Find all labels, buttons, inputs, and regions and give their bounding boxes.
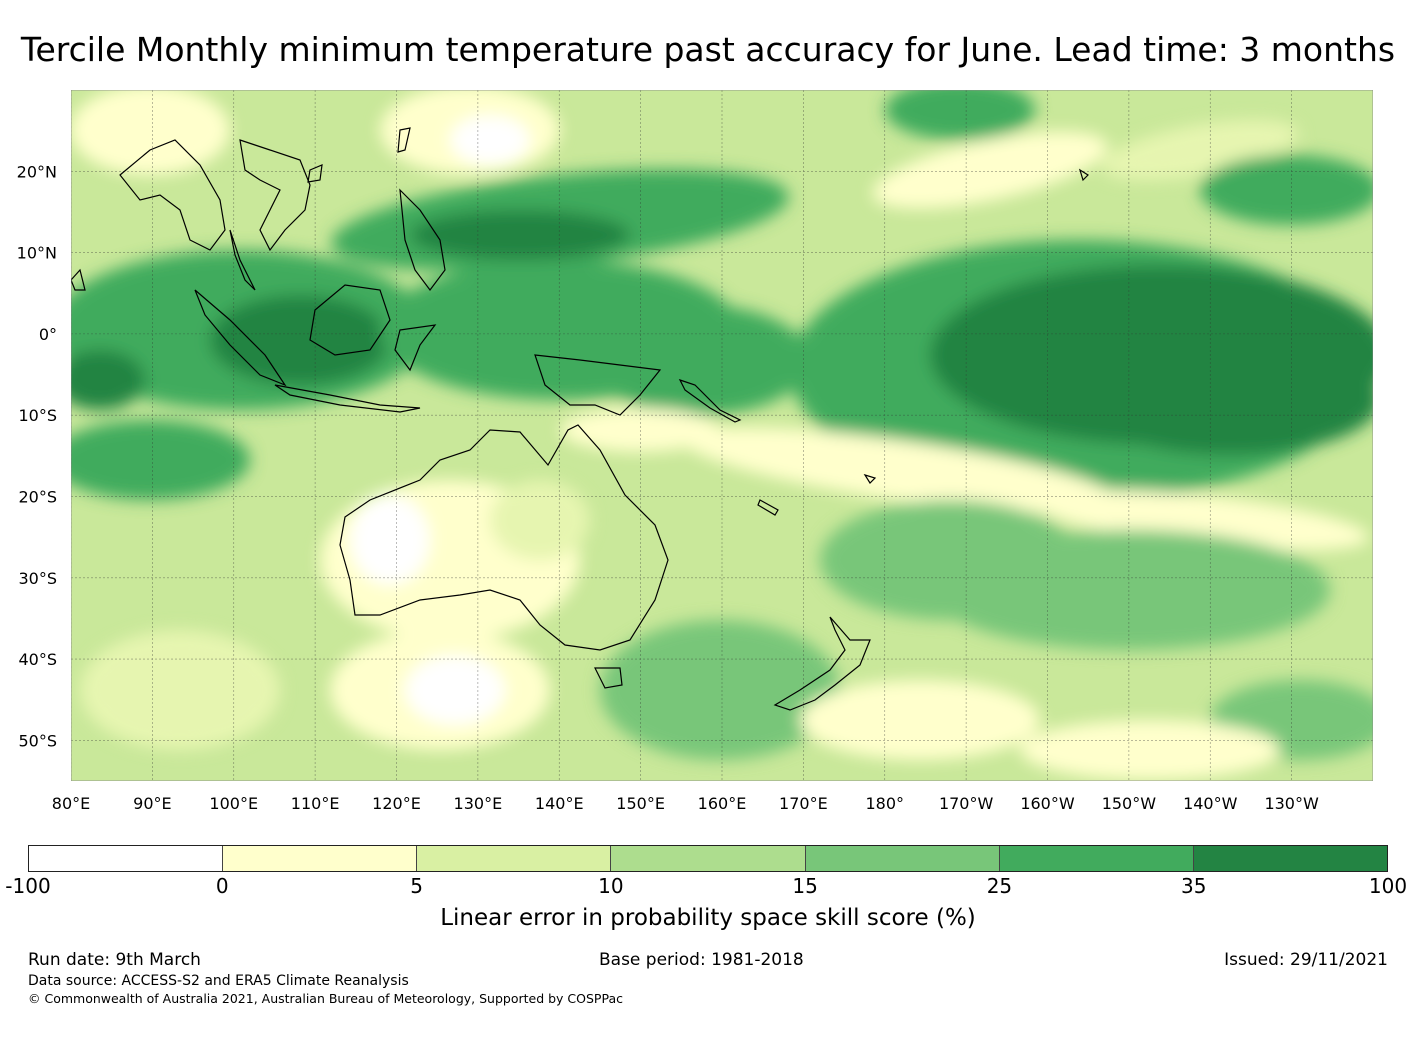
colorbar-tick-label: 0 — [215, 874, 229, 898]
colorbar-tick-label: 10 — [598, 874, 624, 898]
run-date: Run date: 9th March — [28, 950, 201, 970]
longitude-labels: 80°E 90°E 100°E 110°E 120°E 130°E 140°E 150°E 16… — [52, 794, 1319, 813]
skill-field — [71, 90, 1373, 781]
base-period: Base period: 1981-2018 — [599, 950, 804, 970]
graticule — [71, 90, 1373, 781]
coastlines — [71, 127, 1089, 711]
longitude-label: 160°E — [698, 794, 747, 813]
longitude-label: 120°E — [372, 794, 421, 813]
latitude-label: 30°S — [18, 569, 57, 588]
colorbar-segment — [1193, 846, 1387, 871]
colorbar — [28, 845, 1388, 872]
colorbar-segment — [223, 846, 418, 871]
longitude-label: 160°W — [1020, 794, 1075, 813]
skill-map: 20°N 10°N 0° 10°S 20°S 30°S 40°S 50°S 80°E 90°E 1… — [17, 90, 1373, 813]
colorbar-tick-label: 35 — [1180, 874, 1207, 898]
colorbar-segment — [611, 846, 806, 871]
longitude-label: 130°W — [1264, 794, 1319, 813]
latitude-label: 0° — [39, 325, 57, 344]
latitude-label: 10°N — [17, 244, 57, 263]
colorbar-tick-label: 5 — [410, 874, 423, 898]
colorbar-segment — [805, 846, 1000, 871]
latitude-label: 20°S — [18, 487, 57, 506]
latitude-label: 10°S — [18, 406, 57, 425]
colorbar-tick-label: 15 — [792, 874, 818, 898]
longitude-label: 170°E — [779, 794, 828, 813]
latitude-labels: 20°N 10°N 0° 10°S 20°S 30°S 40°S 50°S — [17, 162, 57, 750]
longitude-label: 140°E — [535, 794, 584, 813]
longitude-label: 110°E — [291, 794, 340, 813]
longitude-label: 180° — [865, 794, 904, 813]
colorbar-label: Linear error in probability space skill … — [440, 905, 976, 931]
longitude-label: 150°W — [1102, 794, 1157, 813]
longitude-label: 80°E — [52, 794, 90, 813]
longitude-label: 150°E — [616, 794, 665, 813]
latitude-label: 50°S — [18, 731, 57, 750]
latitude-label: 20°N — [17, 162, 57, 181]
colorbar-segment — [417, 846, 612, 871]
colorbar-tick-label: -100 — [5, 874, 51, 898]
data-source: Data source: ACCESS-S2 and ERA5 Climate … — [28, 973, 409, 989]
longitude-label: 90°E — [133, 794, 171, 813]
colorbar-segment — [29, 846, 224, 871]
longitude-label: 140°W — [1183, 794, 1238, 813]
longitude-label: 170°W — [939, 794, 994, 813]
longitude-label: 100°E — [209, 794, 258, 813]
longitude-label: 130°E — [454, 794, 503, 813]
latitude-label: 40°S — [18, 650, 57, 669]
issued-date: Issued: 29/11/2021 — [1224, 950, 1388, 970]
colorbar-tick-label: 100 — [1368, 874, 1408, 898]
colorbar-tick-label: 25 — [986, 874, 1013, 898]
copyright: © Commonwealth of Australia 2021, Austra… — [28, 991, 623, 1006]
colorbar-segment — [999, 846, 1194, 871]
map-title: Tercile Monthly minimum temperature past… — [20, 30, 1396, 69]
